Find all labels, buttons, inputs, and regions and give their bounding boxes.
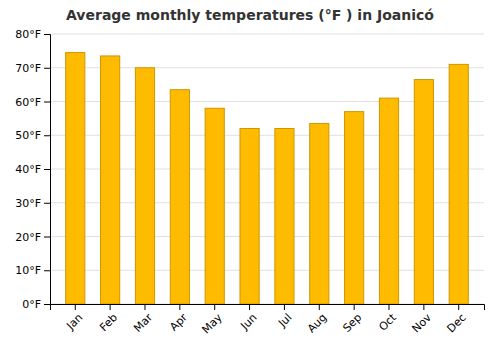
bar [170, 90, 189, 304]
y-tick-label: 50°F [15, 129, 41, 142]
x-tick-mark [284, 304, 285, 310]
x-tick-mark [389, 304, 390, 310]
bar [414, 80, 433, 304]
x-tick: Dec [445, 304, 469, 335]
x-tick: Jan [63, 304, 85, 333]
y-tick-label: 30°F [15, 197, 41, 210]
y-tick: 20°F [15, 231, 50, 244]
y-tick-label: 80°F [15, 28, 41, 41]
x-tick: Nov [410, 304, 435, 335]
x-tick: Jul [275, 304, 294, 330]
bar [66, 53, 85, 304]
bar [449, 64, 468, 304]
x-tick-mark [423, 304, 424, 310]
y-tick-label: 40°F [15, 163, 41, 176]
y-tick: 10°F [15, 264, 50, 277]
y-tick-mark [44, 237, 50, 238]
x-tick-mark [458, 304, 459, 310]
x-tick: May [199, 304, 225, 336]
title: Average monthly temperatures (°F ) in Jo… [66, 7, 434, 23]
x-tick-mark [179, 304, 180, 310]
y-tick-label: 10°F [15, 264, 41, 277]
y-tick-mark [44, 270, 50, 271]
x-tick-label: Mar [131, 311, 155, 335]
y-tick-mark [44, 169, 50, 170]
plot: 0°F 10°F 20°F 30°F 40°F 50°F 60°F 70°F 80°F Jan Fe… [15, 28, 484, 336]
x-tick-label: Nov [410, 311, 435, 336]
x-axis: Jan Feb Mar Apr May Jun Jul Aug Sep Oct Nov Dec [51, 304, 485, 336]
x-tick-mark [354, 304, 355, 310]
y-tick-label: 20°F [15, 231, 41, 244]
x-tick-mark [319, 304, 320, 310]
bar [101, 56, 120, 304]
y-tick-label: 60°F [15, 96, 41, 109]
x-tick-label: Jul [275, 311, 294, 330]
grid-line [50, 34, 484, 35]
x-tick: Jun [238, 304, 260, 333]
x-tick: Apr [167, 304, 190, 334]
x-tick-label: Jun [238, 311, 260, 333]
y-tick: 40°F [15, 163, 50, 176]
y-tick-mark [44, 304, 50, 305]
x-tick: Mar [131, 304, 155, 335]
y-tick-label: 70°F [15, 62, 41, 75]
chart: 0°F 10°F 20°F 30°F 40°F 50°F 60°F 70°F 80°F Jan Fe… [0, 0, 500, 350]
y-axis: 0°F 10°F 20°F 30°F 40°F 50°F 60°F 70°F 80°F [15, 28, 50, 311]
y-tick-mark [44, 34, 50, 35]
x-tick-mark [144, 304, 145, 310]
bar [240, 129, 259, 305]
bars [66, 53, 469, 304]
x-tick-mark [214, 304, 215, 310]
bar [379, 98, 398, 304]
x-tick-mark [249, 304, 250, 310]
grid [50, 34, 484, 304]
y-tick-mark [44, 68, 50, 69]
y-tick: 70°F [15, 62, 50, 75]
y-tick: 0°F [22, 298, 50, 311]
x-tick-mark [110, 304, 111, 310]
x-tick: Sep [340, 304, 364, 335]
y-tick: 30°F [15, 197, 50, 210]
x-tick: Oct [376, 304, 399, 334]
x-axis-line [51, 305, 485, 311]
y-tick-mark [44, 135, 50, 136]
x-tick-label: Oct [376, 311, 399, 334]
y-tick-mark [44, 102, 50, 103]
x-tick-label: Feb [97, 311, 120, 334]
x-tick-label: Sep [340, 311, 364, 335]
bar [345, 112, 364, 304]
y-tick: 60°F [15, 96, 50, 109]
y-axis-line [44, 35, 51, 305]
bar [275, 129, 294, 305]
y-tick-mark [44, 203, 50, 204]
x-tick-label: Jan [63, 311, 85, 333]
y-tick-label: 0°F [22, 298, 41, 311]
x-tick-label: May [199, 311, 225, 337]
x-tick-label: Dec [445, 311, 469, 335]
x-tick: Feb [97, 304, 120, 334]
x-tick-label: Aug [305, 311, 329, 335]
x-tick-label: Apr [167, 311, 190, 334]
x-tick: Aug [305, 304, 329, 335]
x-tick-mark [75, 304, 76, 310]
y-tick: 80°F [15, 28, 50, 41]
y-tick: 50°F [15, 129, 50, 142]
bar [310, 123, 329, 304]
bar [205, 108, 224, 304]
bar [135, 68, 154, 304]
